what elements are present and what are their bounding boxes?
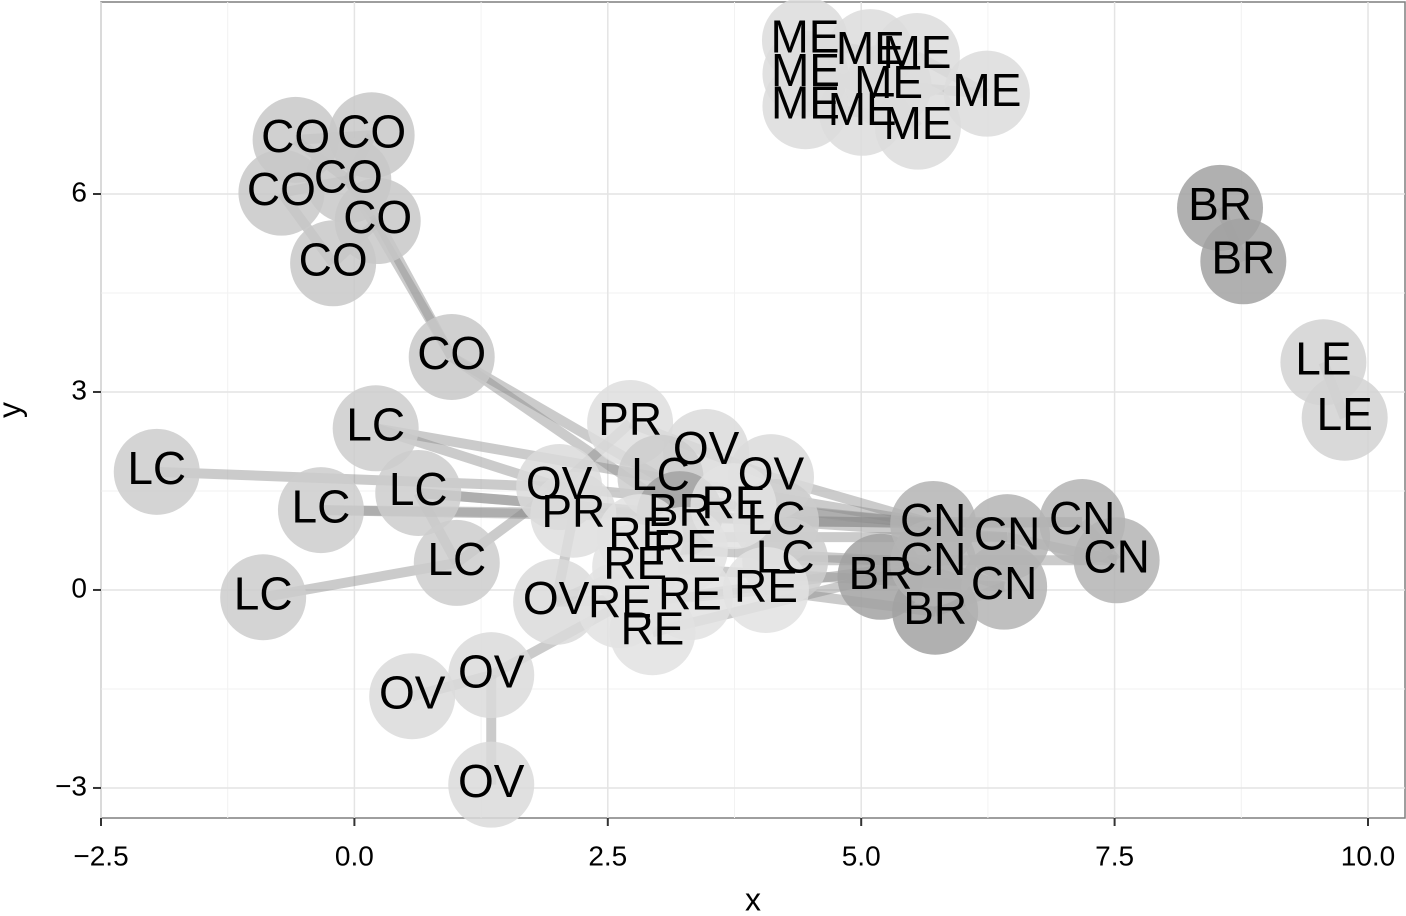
node-label: BR bbox=[1188, 178, 1252, 230]
node-label: LC bbox=[747, 492, 806, 544]
node-label: RE bbox=[588, 575, 652, 627]
x-tick-label: 2.5 bbox=[588, 840, 627, 871]
node-label: LC bbox=[756, 530, 815, 582]
node-label: LC bbox=[427, 533, 486, 585]
axes: −2.5 0.0 2.5 5.0 7.5 10.0 −3 0 3 6 bbox=[55, 176, 1395, 871]
node bbox=[1301, 374, 1388, 461]
node-label: RE bbox=[653, 520, 717, 572]
y-tick-label: −3 bbox=[55, 770, 87, 801]
node-label: OV bbox=[379, 666, 446, 718]
node-label: OV bbox=[523, 572, 590, 624]
node bbox=[220, 554, 307, 641]
node-label: ME bbox=[828, 83, 897, 135]
node bbox=[448, 632, 535, 719]
node bbox=[609, 589, 696, 676]
node-label: CO bbox=[417, 327, 486, 379]
node bbox=[874, 83, 961, 170]
node bbox=[961, 543, 1048, 630]
node-label: CN bbox=[1083, 530, 1149, 582]
node-label: OV bbox=[673, 422, 740, 474]
node-label: LE bbox=[1295, 332, 1351, 384]
node-label: ME bbox=[854, 56, 923, 108]
node bbox=[375, 449, 462, 536]
y-tick-label: 0 bbox=[71, 572, 87, 603]
node-label: BR bbox=[849, 547, 913, 599]
node bbox=[448, 741, 535, 828]
x-tick-label: 7.5 bbox=[1095, 840, 1134, 871]
node bbox=[277, 467, 364, 554]
edge bbox=[156, 466, 560, 493]
node-label: ME bbox=[771, 76, 840, 128]
node bbox=[1200, 218, 1287, 305]
node-label: LC bbox=[234, 567, 293, 619]
y-axis-title: y bbox=[0, 402, 27, 418]
x-tick-label: 0.0 bbox=[335, 840, 374, 871]
x-tick-label: 5.0 bbox=[842, 840, 881, 871]
node-label: CN bbox=[971, 557, 1037, 609]
node-label: BR bbox=[1211, 231, 1275, 283]
x-axis-title: x bbox=[745, 881, 761, 916]
node bbox=[513, 558, 600, 645]
node-label: CN bbox=[900, 494, 966, 546]
node-label: ME bbox=[836, 22, 905, 74]
x-tick-label: −2.5 bbox=[73, 840, 128, 871]
node-label: LC bbox=[346, 398, 405, 450]
node bbox=[890, 519, 977, 606]
node bbox=[113, 428, 200, 515]
node-label: ME bbox=[771, 44, 840, 96]
node-label: ME bbox=[952, 64, 1021, 116]
node-label: RE bbox=[620, 602, 684, 654]
node bbox=[290, 220, 377, 307]
node-label: LC bbox=[631, 448, 690, 500]
node-label: LC bbox=[127, 442, 186, 494]
node bbox=[1073, 517, 1160, 604]
node-label: RE bbox=[658, 567, 722, 619]
node-label: ME bbox=[882, 26, 951, 78]
node-label: OV bbox=[458, 645, 525, 697]
node-label: BR bbox=[648, 484, 712, 536]
node-label: OV bbox=[526, 457, 593, 509]
node-label: PR bbox=[541, 485, 605, 537]
x-tick-label: 10.0 bbox=[1341, 840, 1396, 871]
node-label: CO bbox=[314, 150, 383, 202]
node-label: CN bbox=[974, 507, 1040, 559]
edge bbox=[374, 423, 662, 483]
node-label: CO bbox=[299, 233, 368, 285]
node-label: CN bbox=[1049, 492, 1115, 544]
node-label: OV bbox=[738, 447, 805, 499]
node-label: RE bbox=[702, 476, 766, 528]
node-label: ME bbox=[770, 10, 839, 62]
node bbox=[332, 385, 419, 472]
node-label: CO bbox=[261, 110, 330, 162]
node-label: LC bbox=[292, 480, 351, 532]
node-label: RE bbox=[603, 537, 667, 589]
node bbox=[238, 149, 325, 236]
node bbox=[943, 50, 1030, 137]
node-label: CO bbox=[247, 163, 316, 215]
y-tick-label: 3 bbox=[71, 374, 87, 405]
node bbox=[516, 444, 603, 531]
node bbox=[408, 314, 495, 401]
node-label: LE bbox=[1317, 388, 1373, 440]
node-label: PR bbox=[598, 393, 662, 445]
node bbox=[413, 519, 500, 606]
node-label: ME bbox=[883, 97, 952, 149]
node-label: LC bbox=[389, 463, 448, 515]
node-label: CO bbox=[343, 191, 412, 243]
node bbox=[369, 653, 456, 740]
node-label: RE bbox=[608, 507, 672, 559]
node-label: BR bbox=[903, 582, 967, 634]
node-label: RE bbox=[734, 560, 798, 612]
node bbox=[722, 546, 809, 633]
node-label: OV bbox=[458, 755, 525, 807]
node-label: CN bbox=[900, 533, 966, 585]
y-tick-label: 6 bbox=[71, 176, 87, 207]
node-label: CO bbox=[337, 105, 406, 157]
